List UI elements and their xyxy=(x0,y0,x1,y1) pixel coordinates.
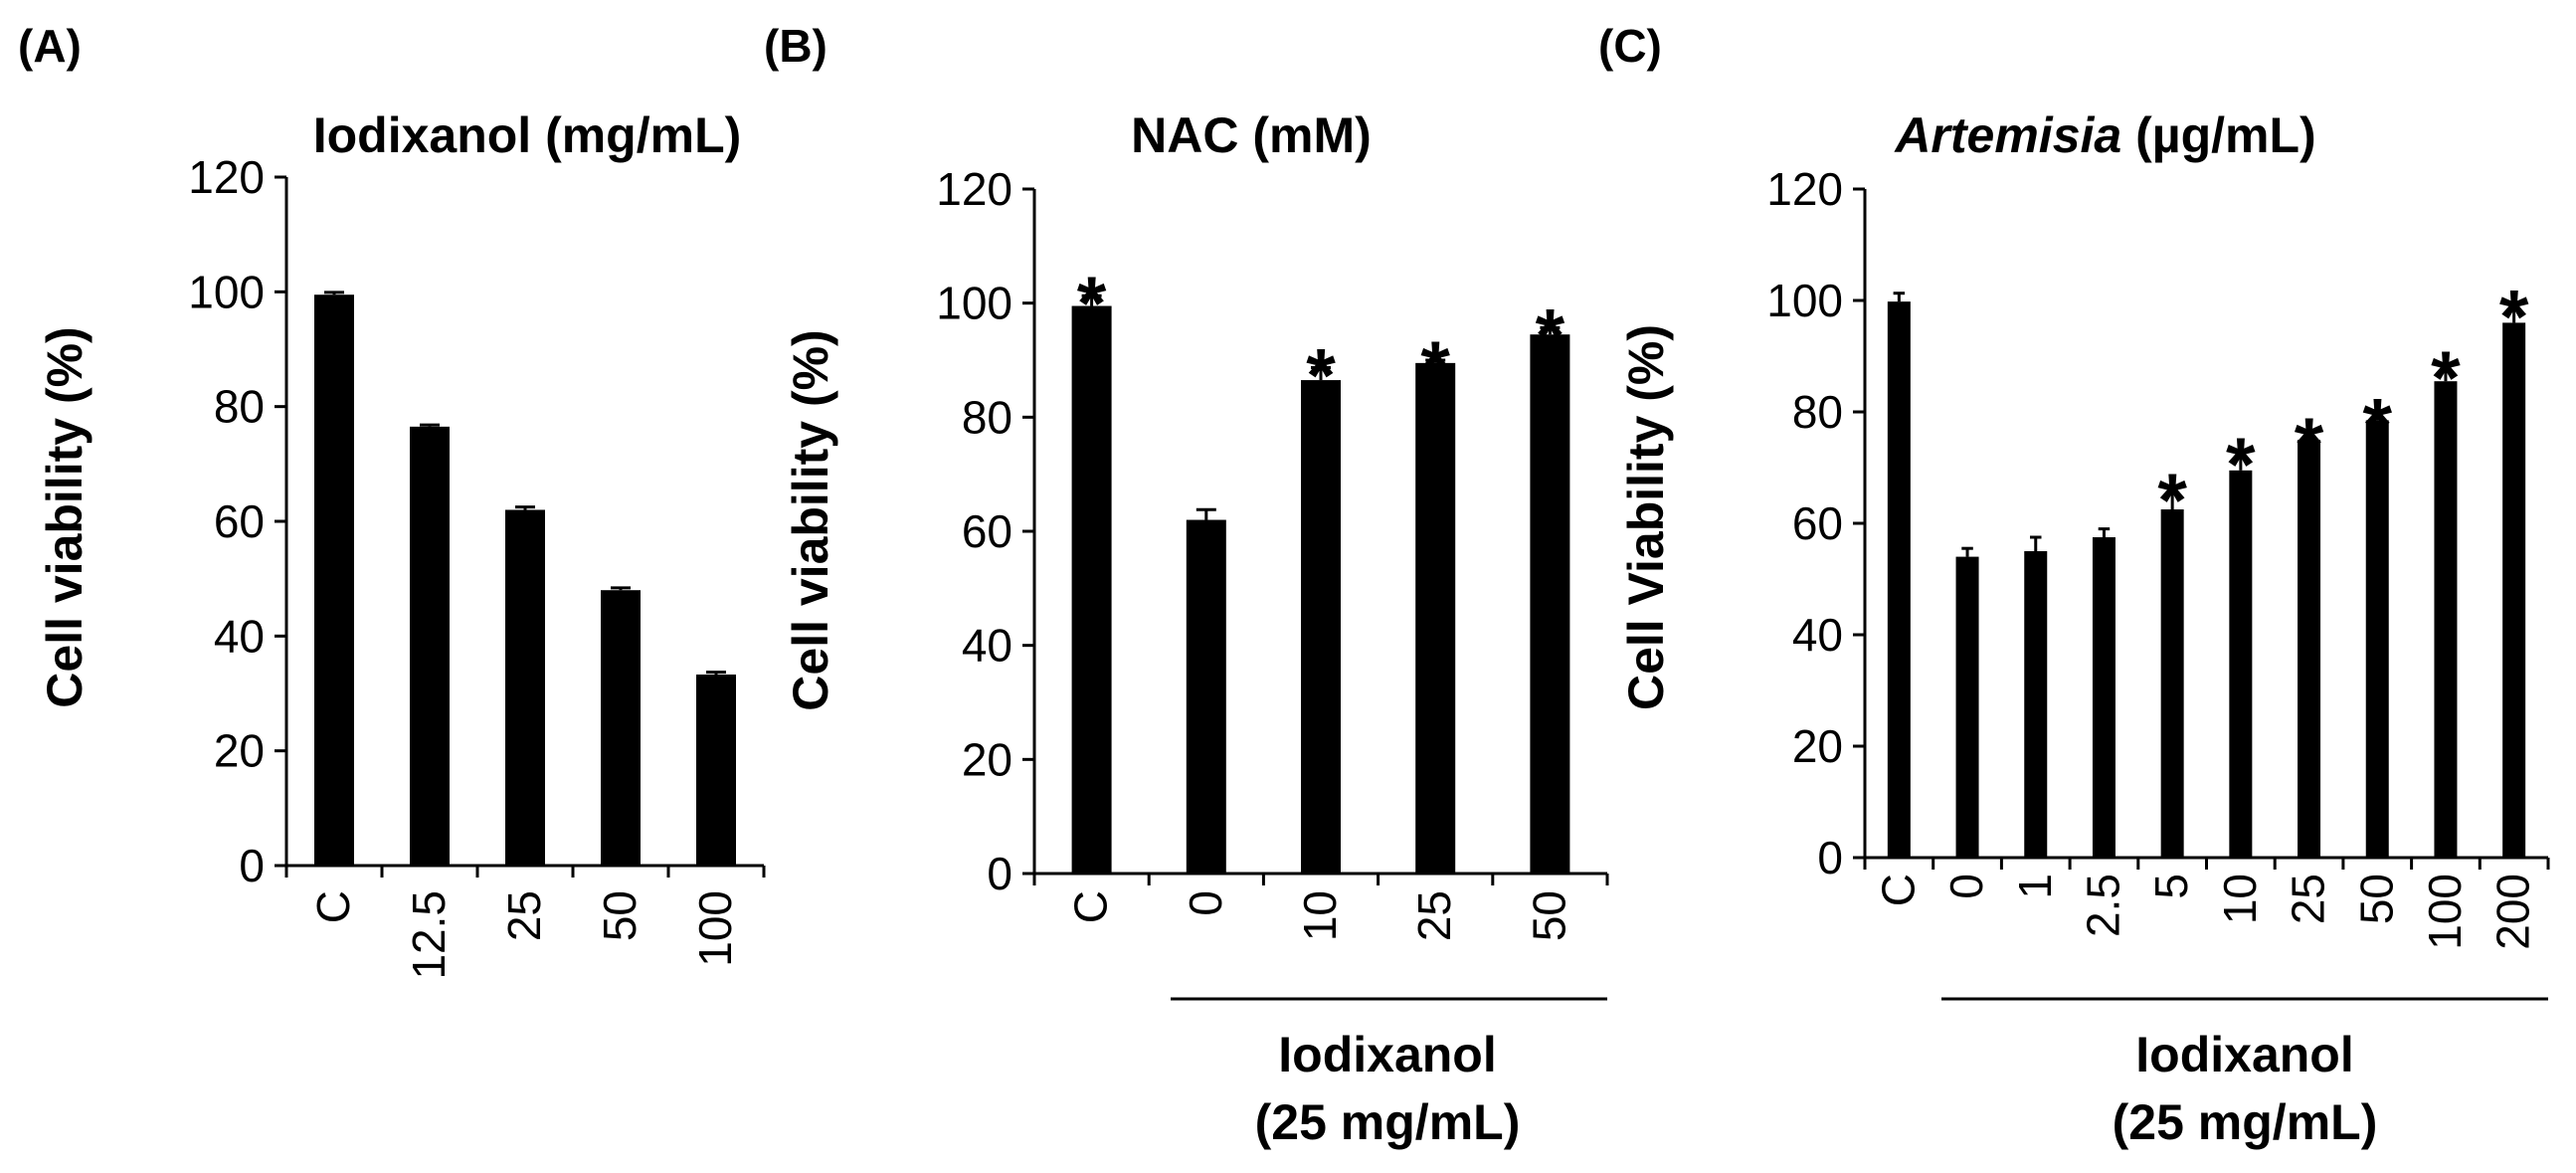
panel-c: (C) Artemisia (µg/mL) Cell Viability (%)… xyxy=(1598,20,2550,1150)
panel-b-category-label: 10 xyxy=(1294,890,1346,941)
panel-c-bar xyxy=(2434,381,2458,858)
panel-c-y-tick-label: 120 xyxy=(1766,163,1843,215)
panel-c-bar xyxy=(1955,556,1979,858)
panel-b-group-label-line2: (25 mg/mL) xyxy=(1255,1094,1521,1150)
panel-c-group-label-line2: (25 mg/mL) xyxy=(2113,1094,2378,1150)
panel-b-bar xyxy=(1071,305,1112,874)
panel-c-y-tick-label: 100 xyxy=(1766,275,1843,326)
panel-b-bar xyxy=(1186,519,1226,874)
panel-b-plot: 0 20 40 60 80 100 120 * C 0 * 10 * 25 * 50 xyxy=(936,163,1609,941)
panel-a-y-tick-label: 0 xyxy=(239,840,265,891)
panel-a-letter: (A) xyxy=(18,20,82,72)
panel-a-bar xyxy=(505,509,545,866)
panel-a-y-axis-label: Cell viability (%) xyxy=(37,326,92,707)
panel-c-category-label: 10 xyxy=(2214,874,2266,924)
panel-c-bar xyxy=(2229,470,2253,858)
panel-b-significance-star: * xyxy=(1420,326,1450,411)
panel-c-category-label: 0 xyxy=(1940,874,1992,899)
panel-c-bar xyxy=(2298,440,2321,858)
panel-c-y-tick-label: 60 xyxy=(1792,497,1843,549)
panel-b-y-axis-label: Cell viability (%) xyxy=(783,329,838,710)
panel-c-category-label: 25 xyxy=(2283,874,2334,924)
panel-a-plot: 0 20 40 60 80 100 120 C 12.5 25 50 100 xyxy=(188,151,766,980)
panel-a-bar xyxy=(696,674,736,866)
panel-c-category-label: 1 xyxy=(2009,874,2061,899)
panel-c-category-label: C xyxy=(1872,874,1924,906)
panel-b-y-tick-label: 0 xyxy=(987,848,1012,899)
panel-b-title: NAC (mM) xyxy=(1131,107,1372,163)
panel-b-y-tick-label: 20 xyxy=(962,733,1012,785)
panel-c-letter: (C) xyxy=(1598,20,1662,72)
panel-c-significance-star: * xyxy=(2431,336,2461,421)
panel-b-significance-star: * xyxy=(1306,333,1336,418)
panel-c-significance-star: * xyxy=(2295,403,2324,488)
panel-b-category-label: 25 xyxy=(1408,890,1460,941)
panel-c-y-axis-label: Cell Viability (%) xyxy=(1618,324,1674,710)
panel-a-category-label: 50 xyxy=(594,890,645,941)
panel-b-y-tick-label: 80 xyxy=(962,391,1012,443)
panel-c-y-tick-label: 20 xyxy=(1792,720,1843,772)
panel-c-y-tick-label: 40 xyxy=(1792,609,1843,661)
panel-c-significance-star: * xyxy=(2226,423,2256,507)
panel-c-bar xyxy=(2365,420,2389,858)
panel-a-y-tick-label: 120 xyxy=(188,151,265,203)
panel-b-y-tick-label: 60 xyxy=(962,505,1012,557)
panel-a-category-label: C xyxy=(307,890,359,923)
panel-a-y-tick-label: 20 xyxy=(214,725,265,777)
panel-a-bar xyxy=(314,294,354,866)
panel-b-group-label-line1: Iodixanol xyxy=(1278,1027,1496,1082)
panel-c-group-label-line1: Iodixanol xyxy=(2135,1027,2353,1082)
panel-a-y-tick-label: 100 xyxy=(188,266,265,317)
panel-b-category-label: C xyxy=(1065,890,1117,923)
panel-c-category-label: 2.5 xyxy=(2077,874,2128,937)
panel-a-category-label: 100 xyxy=(689,890,741,967)
panel-b-significance-star: * xyxy=(1536,293,1565,378)
panel-b-y-tick-label: 120 xyxy=(936,163,1012,215)
panel-b-letter: (B) xyxy=(764,20,828,72)
panel-a-y-tick-label: 40 xyxy=(214,610,265,662)
panel-a-y-tick-label: 60 xyxy=(214,495,265,547)
panel-c-category-label: 100 xyxy=(2419,874,2471,950)
panel-c-significance-star: * xyxy=(2157,459,2187,543)
panel-b-bar xyxy=(1301,380,1341,874)
panel-b-bar xyxy=(1415,362,1456,874)
panel-c-bar xyxy=(2024,551,2048,858)
panel-c-bar xyxy=(2092,537,2116,858)
panel-b-category-label: 0 xyxy=(1180,890,1231,916)
panel-c-category-label: 50 xyxy=(2350,874,2402,924)
panel-c-title: Artemisia (µg/mL) xyxy=(1893,107,2315,163)
panel-c-y-tick-label: 80 xyxy=(1792,386,1843,438)
panel-c-category-label: 200 xyxy=(2487,874,2539,950)
panel-a-title: Iodixanol (mg/mL) xyxy=(313,107,742,163)
panel-b-category-label: 50 xyxy=(1523,890,1574,941)
panel-b-significance-star: * xyxy=(1077,262,1107,346)
panel-a-category-label: 25 xyxy=(498,890,550,941)
panel-a: (A) Iodixanol (mg/mL) Cell viability (%)… xyxy=(18,20,766,980)
panel-c-significance-star: * xyxy=(2499,275,2529,359)
panel-b: (B) NAC (mM) Cell viability (%) 0 20 40 60 8… xyxy=(764,20,1609,1150)
panel-a-category-label: 12.5 xyxy=(403,890,455,980)
panel-b-y-tick-label: 40 xyxy=(962,620,1012,672)
panel-c-category-label: 5 xyxy=(2145,874,2197,899)
panel-b-bar xyxy=(1530,334,1570,874)
panel-b-y-tick-label: 100 xyxy=(936,278,1012,329)
panel-c-significance-star: * xyxy=(2362,384,2392,469)
panel-c-y-tick-label: 0 xyxy=(1817,832,1843,883)
panel-c-bar xyxy=(2502,322,2526,858)
panel-c-bar xyxy=(2160,509,2184,858)
panel-a-bar xyxy=(410,426,450,866)
panel-c-bar xyxy=(1887,301,1911,858)
panel-a-y-tick-label: 80 xyxy=(214,381,265,433)
panel-a-bar xyxy=(601,590,641,866)
